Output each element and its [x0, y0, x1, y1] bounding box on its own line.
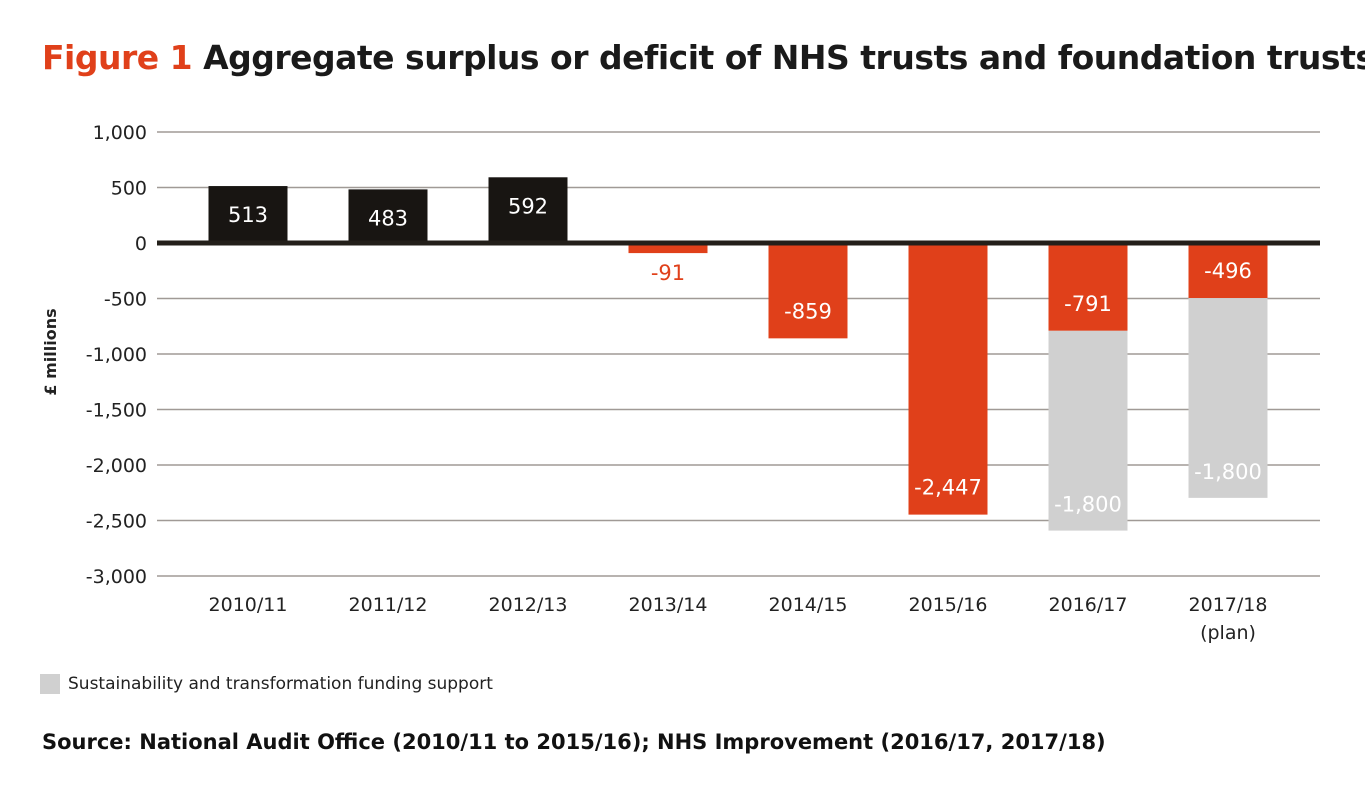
bar-2014/15 — [768, 243, 848, 339]
bar-2015/16 — [908, 243, 988, 515]
data-label: 513 — [228, 203, 268, 227]
x-tick-label: 2015/16 — [909, 594, 988, 616]
x-tick-sublabel: (plan) — [1200, 622, 1256, 644]
bar-2013/14 — [628, 243, 708, 254]
data-label: -2,447 — [914, 476, 982, 500]
x-tick-label: 2013/14 — [629, 594, 708, 616]
source-note: Source: National Audit Office (2010/11 t… — [42, 730, 1106, 754]
x-tick-label: 2016/17 — [1049, 594, 1128, 616]
y-tick-label: -1,500 — [86, 400, 147, 422]
x-tick-label: 2012/13 — [489, 594, 568, 616]
y-tick-label: -1,000 — [86, 344, 147, 366]
data-label: -91 — [651, 261, 685, 285]
bar-2010/11 — [208, 186, 288, 243]
figure-label: Figure 1 — [42, 38, 193, 77]
x-tick-label: 2014/15 — [769, 594, 848, 616]
y-tick-label: -3,000 — [86, 566, 147, 588]
y-tick-label: -2,500 — [86, 511, 147, 533]
data-label: 483 — [368, 206, 408, 230]
data-label: -791 — [1064, 292, 1112, 316]
bar-2016/17 — [1048, 243, 1128, 331]
bar-chart: 1,000 500 0 -500 -1,000 -1,500 -2,000 -2,500 -3,… — [41, 122, 1320, 644]
bar-2017/18 — [1188, 243, 1268, 299]
y-tick-label: -500 — [104, 289, 147, 311]
stf-bar-2017/18 — [1188, 298, 1268, 498]
data-label: 592 — [508, 194, 548, 218]
y-tick-label: 500 — [111, 178, 147, 200]
y-axis-label: £ millions — [41, 308, 60, 395]
y-tick-label: 0 — [135, 233, 147, 255]
data-label: -859 — [784, 299, 832, 323]
legend-swatch-stf — [40, 674, 60, 694]
bar-2012/13 — [488, 177, 568, 243]
x-tick-label: 2017/18 — [1189, 594, 1268, 616]
x-tick-label: 2011/12 — [349, 594, 428, 616]
x-tick-label: 2010/11 — [209, 594, 288, 616]
legend: Sustainability and transformation fundin… — [40, 674, 493, 694]
stf-data-label: -1,800 — [1194, 460, 1262, 484]
bar-2011/12 — [348, 189, 428, 243]
stf-data-label: -1,800 — [1054, 493, 1122, 517]
y-tick-label: -2,000 — [86, 455, 147, 477]
y-tick-label: 1,000 — [93, 122, 147, 144]
legend-label-stf: Sustainability and transformation fundin… — [68, 674, 493, 694]
data-label: -496 — [1204, 259, 1252, 283]
chart-title: Figure 1 Aggregate surplus or deficit of… — [42, 38, 1365, 77]
title-text: Aggregate surplus or deficit of NHS trus… — [203, 38, 1365, 77]
stf-bar-2016/17 — [1048, 330, 1128, 531]
